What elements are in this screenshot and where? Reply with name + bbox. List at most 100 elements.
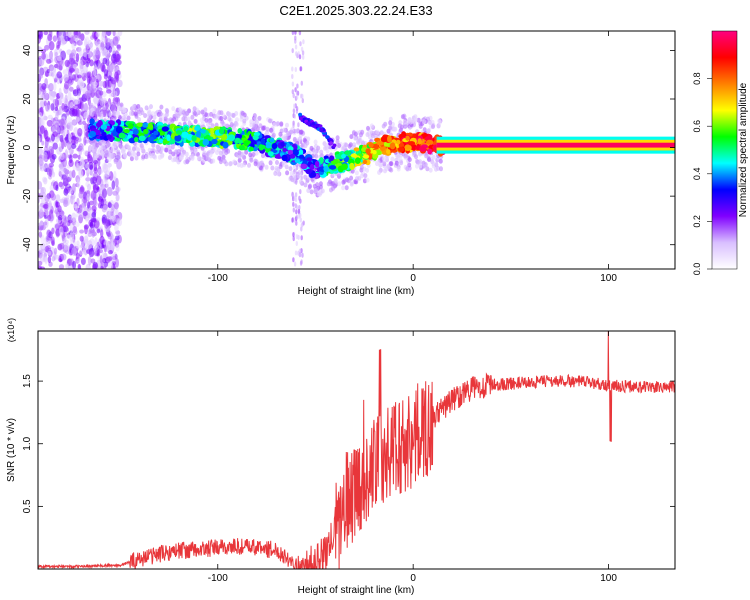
spectrogram-noise-cell [76,74,82,79]
spectrogram-halo-cell [360,173,364,179]
spectrogram-halo-cell [192,106,197,112]
spectrogram-noise-cell [106,31,112,36]
spectrogram-noise-cell [60,253,67,261]
spectrogram-halo-cell [102,105,107,111]
spectrogram-noise-cell [38,180,43,190]
spectrogram-halo-cell [95,107,100,113]
spectrogram-ridge-cell [238,145,245,151]
spectrogram-halo-cell [140,110,145,116]
spectrogram-noise-cell [78,264,82,269]
spectrogram-ridge-cell [100,124,108,130]
spectrogram-noise-cell [116,44,122,51]
spectrogram-noise-cell [71,212,77,223]
spectrogram-noise-cell [55,112,59,120]
spectrogram-halo-cell [341,145,346,151]
spectrogram-ridge-cell [387,135,392,143]
spectrogram-ridge-cell [196,131,202,138]
spectrogram-noise-cell [77,127,83,137]
spectrogram-noise-cell [111,47,116,54]
spectrogram-halo-cell [308,183,312,189]
spectrogram-noise-cell [85,215,89,223]
spectrogram-noise-cell [108,249,113,255]
spectrogram-ridge-cell [305,168,312,175]
spectrogram-ridge-cell [281,154,288,162]
spectrogram-noise-cell [78,59,84,70]
spectrogram-halo-cell [254,119,259,125]
spectrogram-noise-cell [115,208,119,215]
spectrogram-halo-cell [112,141,117,147]
spectrogram-halo-cell [134,155,139,161]
spectrogram-streak-cell [298,31,302,36]
spectrogram-noise-cell [87,255,92,266]
spectrogram-halo-cell [389,161,394,167]
spectrogram-halo-cell [253,161,258,167]
spectrogram-halo-cell [295,128,300,134]
spectrogram-noise-cell [47,202,53,211]
spectrogram-noise-cell [52,131,58,137]
spectrogram-noise-cell [95,217,101,222]
spectrogram-ridge-cell [289,154,296,159]
spectrogram-streak-cell [299,217,302,223]
spectrogram-halo-cell [418,163,423,169]
spectrogram-ridge-cell [89,118,95,125]
spectrogram-noise-cell [83,102,89,113]
colorbar-tick-label: 0.0 [692,263,702,276]
spectrogram-noise-cell [100,229,104,238]
spectrogram-halo-cell [382,161,387,167]
spectrogram-noise-cell [38,265,42,269]
spectrogram-streak-cell [300,223,303,228]
spectrogram-noise-cell [95,175,102,186]
spectrogram-halo-cell [341,179,346,185]
spectrogram-halo-cell [147,114,152,120]
spectrogram-noise-cell [113,223,120,232]
spectrogram-noise-cell [58,87,62,97]
spectrogram-halo-cell [405,166,410,172]
spectrogram-halo-cell [333,178,338,184]
colorbar-gradient [711,30,738,270]
spectrogram-noise-cell [43,177,48,185]
spectrogram-streak-cell [301,50,305,56]
spectrogram-noise-cell [114,235,120,241]
spectrogram-halo-cell [376,159,381,165]
spectrogram-ridge-cell [329,155,335,162]
spectrogram-streak-cell [298,195,301,201]
spectrogram-streak-cell [292,123,295,129]
spectrogram-halo-cell [422,119,427,125]
spectrogram-marks [38,31,675,269]
spectrogram-noise-cell [44,256,48,265]
spectrogram-noise-cell [68,132,73,143]
spectrogram-halo-cell [298,179,303,185]
spectrogram-ridge-cell [306,157,313,162]
spectrogram-noise-cell [79,186,85,193]
spectrogram-noise-cell [58,166,65,177]
spectrogram-streak-cell [295,108,299,114]
spectrogram-noise-cell [94,49,100,56]
spectrogram-noise-cell [83,136,87,146]
spectrogram-halo-cell [264,164,269,170]
spectrogram-halo-cell [151,142,156,148]
spectrogram-noise-cell [112,77,117,84]
spectrogram-noise-cell [89,177,94,183]
x-tick-label: 100 [600,273,617,284]
spectrogram-halo-cell [317,192,322,197]
spectrogram-halo-cell [197,155,202,161]
spectrogram-noise-cell [43,31,49,36]
spectrogram-noise-cell [75,205,79,213]
spectrogram-noise-cell [106,186,113,197]
spectrogram-noise-cell [84,225,88,235]
spectrogram-halo-cell [164,147,169,153]
spectrogram-streak-cell [291,48,294,54]
spectrogram-noise-cell [111,241,116,249]
spectrogram-ridge-cell [132,128,139,135]
spectrogram-noise-cell [72,63,78,70]
spectrogram-noise-cell [97,196,103,202]
spectrogram-noise-cell [116,218,123,227]
spectrogram-halo-cell [229,122,234,128]
spectrogram-halo-cell [299,129,304,135]
spectrogram-noise-cell [38,260,43,266]
spectrogram-halo-cell [234,121,239,127]
spectrogram-noise-cell [78,191,84,199]
spectrogram-ridge-cell [220,133,228,141]
spectrogram-halo-cell [392,126,397,132]
spectrogram-noise-cell [111,234,115,240]
